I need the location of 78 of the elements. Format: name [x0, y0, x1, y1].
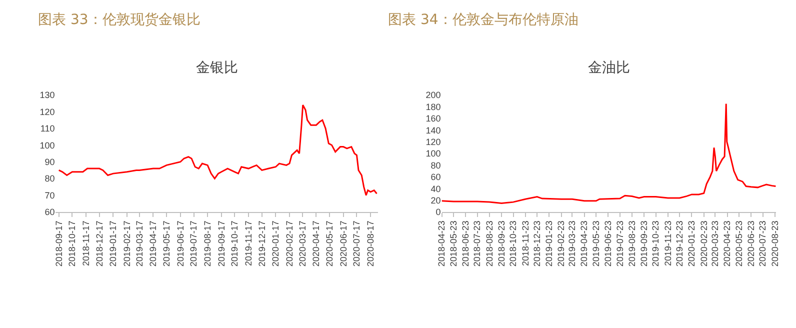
x-tick-label: 2019-01-23	[544, 220, 554, 267]
y-tick-label: 80	[430, 160, 441, 170]
x-tick-label: 2020-07-23	[758, 220, 768, 267]
x-tick-label: 2020-08-23	[770, 220, 780, 267]
line-series	[442, 103, 776, 204]
x-tick-label: 2020-04-23	[722, 220, 732, 267]
y-tick-label: 0	[436, 207, 441, 218]
y-tick-label: 60	[430, 172, 441, 182]
x-tick-label: 2020-05-17	[324, 220, 334, 267]
x-tick-label: 2019-09-17	[216, 220, 226, 267]
x-tick-label: 2020-02-17	[284, 220, 294, 267]
x-tick-label: 2020-06-17	[338, 220, 348, 267]
chart-title: 图表 34：伦敦金与布伦特原油	[388, 12, 578, 28]
x-tick-label: 2019-10-17	[230, 220, 240, 267]
chart-title: 图表 33：伦敦现货金银比	[38, 12, 200, 28]
x-tick-label: 2018-12-17	[94, 220, 104, 267]
x-tick-label: 2019-11-23	[662, 220, 673, 266]
x-tick-label: 2019-03-17	[134, 220, 144, 267]
x-tick-label: 2019-08-23	[626, 220, 637, 267]
x-tick-label: 2019-10-23	[650, 220, 661, 267]
x-tick-label: 2020-02-23	[698, 220, 709, 267]
x-tick-label: 2020-04-17	[311, 220, 322, 267]
x-tick-label: 2019-06-17	[175, 220, 186, 267]
y-tick-label: 140	[426, 125, 441, 136]
x-tick-label: 2019-01-17	[108, 220, 118, 267]
y-tick-label: 160	[426, 114, 441, 124]
x-tick-label: 2018-08-23	[484, 220, 494, 267]
x-tick-label: 2018-10-23	[508, 220, 518, 267]
x-tick-label: 2018-09-23	[496, 220, 506, 267]
x-tick-label: 2018-11-23	[520, 220, 530, 266]
x-tick-label: 2019-07-17	[188, 220, 199, 267]
x-tick-label: 2020-01-23	[686, 220, 697, 267]
y-tick-label: 20	[430, 195, 441, 206]
x-tick-label: 2019-09-23	[639, 220, 650, 267]
x-tick-label: 2018-09-17	[54, 220, 64, 267]
x-tick-label: 2018-04-23	[436, 220, 447, 267]
x-tick-label: 2019-05-23	[590, 220, 601, 267]
x-tick-label: 2019-02-23	[556, 220, 566, 267]
x-tick-label: 2020-03-17	[297, 220, 308, 267]
x-tick-label: 2018-11-17	[80, 220, 91, 266]
x-tick-label: 2019-07-23	[614, 220, 625, 267]
x-tick-label: 2020-07-17	[352, 220, 362, 267]
y-tick-label: 90	[44, 157, 55, 168]
x-tick-label: 2020-03-23	[710, 220, 720, 267]
x-tick-label: 2018-12-23	[532, 220, 542, 267]
x-tick-label: 2019-05-17	[162, 220, 172, 267]
y-tick-label: 180	[426, 102, 441, 112]
y-tick-label: 100	[426, 148, 441, 159]
x-tick-label: 2019-11-17	[243, 220, 254, 266]
y-tick-label: 80	[44, 174, 55, 184]
x-tick-label: 2019-02-17	[122, 220, 132, 267]
chart-subtitle: 金油比	[588, 60, 630, 76]
x-tick-label: 2018-10-17	[67, 220, 78, 267]
x-tick-label: 2018-05-23	[448, 220, 458, 267]
y-tick-label: 120	[40, 106, 55, 117]
x-tick-label: 2019-12-23	[674, 220, 685, 267]
x-tick-label: 2019-12-17	[256, 220, 267, 267]
chart-subtitle: 金银比	[196, 60, 238, 76]
y-tick-label: 130	[40, 90, 55, 100]
x-tick-label: 2020-08-17	[365, 220, 376, 267]
x-tick-label: 2019-04-17	[148, 220, 158, 267]
y-tick-label: 60	[44, 207, 55, 218]
x-tick-label: 2018-07-23	[472, 220, 482, 267]
y-tick-label: 70	[44, 190, 55, 200]
y-tick-label: 200	[426, 90, 441, 100]
x-tick-label: 2020-01-17	[270, 220, 281, 267]
y-tick-label: 120	[426, 136, 441, 147]
y-tick-label: 100	[40, 140, 55, 150]
x-tick-label: 2020-06-23	[746, 220, 756, 267]
x-tick-label: 2019-03-23	[567, 220, 578, 267]
x-tick-label: 2019-08-17	[202, 220, 212, 267]
x-tick-label: 2018-06-23	[460, 220, 471, 267]
x-tick-label: 2020-05-23	[734, 220, 744, 267]
y-tick-label: 40	[430, 184, 441, 194]
y-tick-label: 110	[40, 124, 55, 134]
x-tick-label: 2019-04-23	[579, 220, 590, 267]
line-series	[58, 104, 378, 196]
x-tick-label: 2019-06-23	[603, 220, 614, 267]
